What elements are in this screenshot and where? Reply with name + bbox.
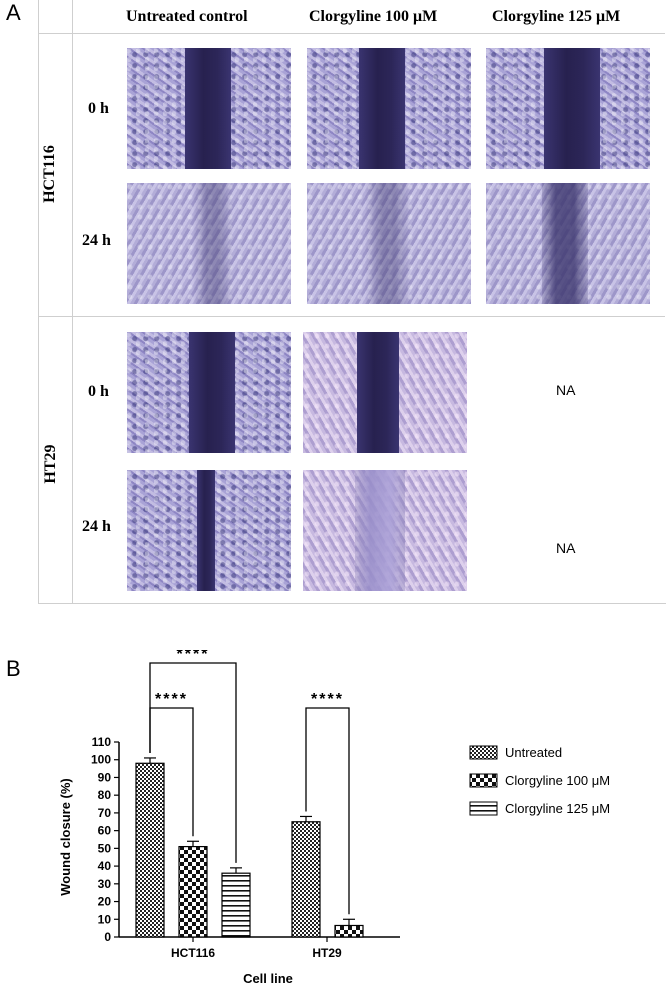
y-tick-label: 90 bbox=[98, 770, 112, 784]
micrograph-hct116-0h-clorgyline-125 bbox=[486, 48, 650, 169]
panel-a-grid bbox=[38, 0, 666, 604]
micrograph-ht29-0h-untreated bbox=[127, 332, 291, 453]
y-tick-label: 60 bbox=[98, 824, 112, 838]
x-tick-label: HCT116 bbox=[171, 946, 215, 960]
bar bbox=[135, 762, 165, 938]
panel-b-label: B bbox=[6, 656, 21, 681]
x-tick-label: HT29 bbox=[312, 946, 342, 960]
y-tick-label: 100 bbox=[91, 753, 111, 767]
significance-label: **** bbox=[155, 691, 188, 708]
legend-swatch bbox=[469, 745, 498, 760]
bar bbox=[221, 872, 251, 938]
micrograph-hct116-24h-clorgyline-125 bbox=[486, 183, 650, 304]
legend-swatch bbox=[469, 801, 498, 816]
panel-a-label: A bbox=[6, 0, 21, 25]
y-tick-label: 80 bbox=[98, 788, 112, 802]
y-tick-label: 110 bbox=[92, 735, 112, 749]
y-tick-label: 50 bbox=[98, 841, 112, 855]
bar bbox=[178, 845, 208, 938]
timepoint-label-ht29-0h: 0 h bbox=[88, 383, 109, 400]
y-axis-label: Wound closure (%) bbox=[58, 778, 73, 895]
timepoint-label-hct116-24h: 24 h bbox=[82, 232, 111, 249]
micrograph-hct116-0h-clorgyline-100 bbox=[307, 48, 471, 169]
bar bbox=[291, 821, 321, 938]
micrograph-ht29-24h-clorgyline-100 bbox=[303, 470, 467, 591]
y-tick-label: 20 bbox=[98, 895, 112, 909]
y-tick-label: 30 bbox=[98, 877, 112, 891]
micrograph-ht29-0h-clorgyline-100 bbox=[303, 332, 467, 453]
micrograph-ht29-24h-untreated bbox=[127, 470, 291, 591]
micrograph-hct116-24h-untreated bbox=[127, 183, 291, 304]
column-header-clorgyline-125: Clorgyline 125 μM bbox=[492, 8, 621, 25]
significance-bracket bbox=[305, 707, 350, 915]
legend-swatch bbox=[469, 773, 498, 788]
column-header-clorgyline-100: Clorgyline 100 μM bbox=[309, 8, 438, 25]
cell-line-label-hct116: HCT116 bbox=[41, 145, 58, 203]
bar bbox=[334, 924, 364, 938]
na-label-ht29-24h-clorgyline-125: NA bbox=[556, 540, 576, 556]
timepoint-label-hct116-0h: 0 h bbox=[88, 100, 109, 117]
significance-label: **** bbox=[311, 691, 344, 708]
na-label-ht29-0h-clorgyline-125: NA bbox=[556, 382, 576, 398]
y-tick-label: 0 bbox=[104, 930, 111, 944]
y-tick-label: 10 bbox=[98, 912, 112, 926]
wound-closure-chart: 0 10 20 30 40 50 60 70 80 90 100 110 HCT116 HT29 ****… bbox=[58, 650, 610, 986]
significance-label: **** bbox=[177, 650, 210, 663]
y-tick-label: 40 bbox=[98, 859, 112, 873]
x-axis-label: Cell line bbox=[243, 971, 293, 986]
cell-line-label-ht29: HT29 bbox=[42, 444, 59, 484]
legend-label: Untreated bbox=[505, 745, 562, 760]
timepoint-label-ht29-24h: 24 h bbox=[82, 518, 111, 535]
legend-label: Clorgyline 100 μM bbox=[505, 773, 610, 788]
legend-label: Clorgyline 125 μM bbox=[505, 801, 610, 816]
micrograph-hct116-0h-untreated bbox=[127, 48, 291, 169]
significance-bracket bbox=[149, 662, 237, 863]
micrograph-hct116-24h-clorgyline-100 bbox=[307, 183, 471, 304]
column-header-untreated: Untreated control bbox=[126, 8, 248, 25]
y-tick-label: 70 bbox=[98, 806, 112, 820]
